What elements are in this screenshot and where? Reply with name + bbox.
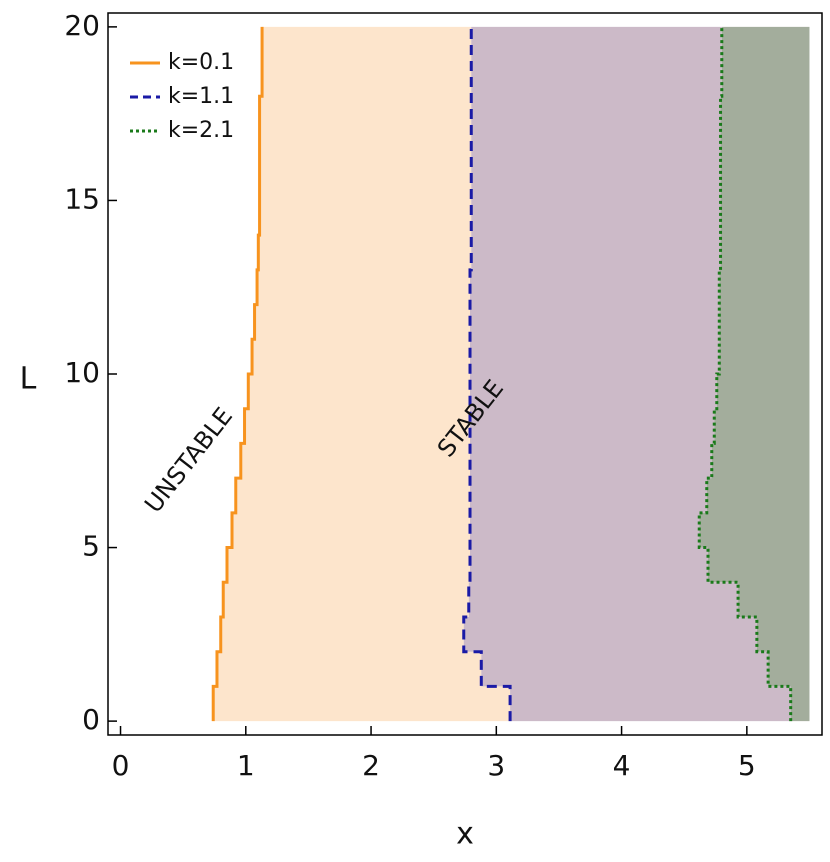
y-tick-label: 20	[64, 9, 100, 42]
y-tick-label: 0	[82, 703, 100, 736]
y-tick-label: 10	[64, 356, 100, 389]
x-tick-label: 1	[237, 749, 255, 782]
legend-label: k=1.1	[168, 84, 234, 109]
x-tick-label: 4	[613, 749, 631, 782]
legend-label: k=0.1	[168, 50, 234, 75]
x-tick-label: 0	[112, 749, 130, 782]
step-line	[462, 26, 512, 722]
step-line	[697, 26, 793, 722]
x-tick-label: 3	[487, 749, 505, 782]
x-tick-label: 2	[362, 749, 380, 782]
y-tick-label: 15	[64, 182, 100, 215]
region	[213, 26, 511, 722]
legend-label: k=2.1	[168, 118, 234, 143]
y-axis-label: L	[20, 362, 37, 397]
step-line	[211, 26, 264, 722]
region	[699, 26, 810, 722]
y-tick-label: 5	[82, 530, 100, 563]
annotation: UNSTABLE	[139, 402, 238, 518]
x-tick-label: 5	[738, 749, 756, 782]
region	[463, 26, 791, 722]
x-axis-label: x	[456, 817, 474, 852]
